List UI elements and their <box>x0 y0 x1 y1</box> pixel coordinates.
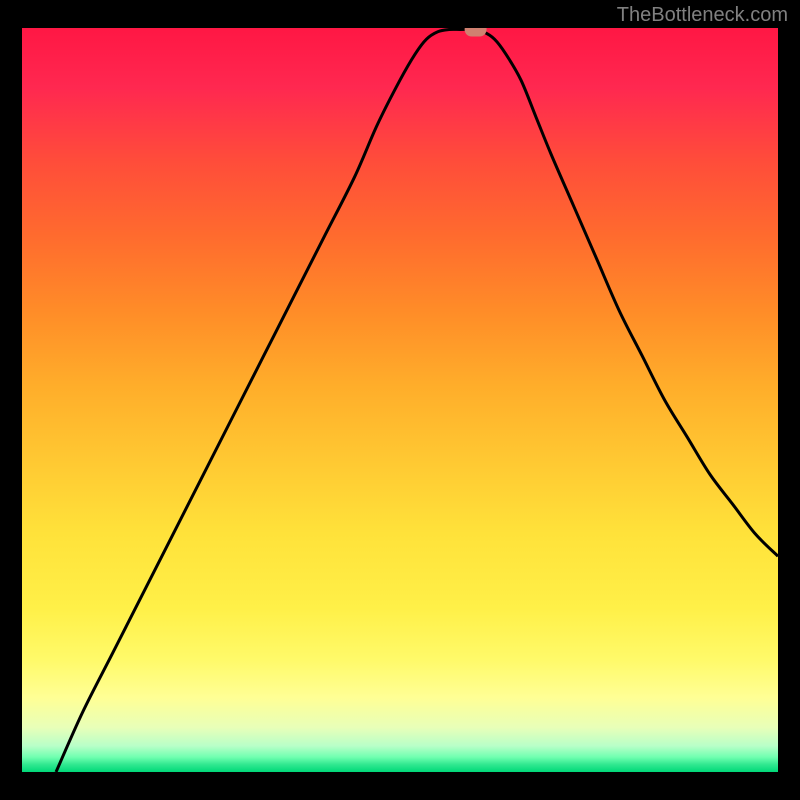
watermark-text: TheBottleneck.com <box>617 4 788 27</box>
bottleneck-chart <box>22 28 778 772</box>
gradient-background <box>22 28 778 772</box>
